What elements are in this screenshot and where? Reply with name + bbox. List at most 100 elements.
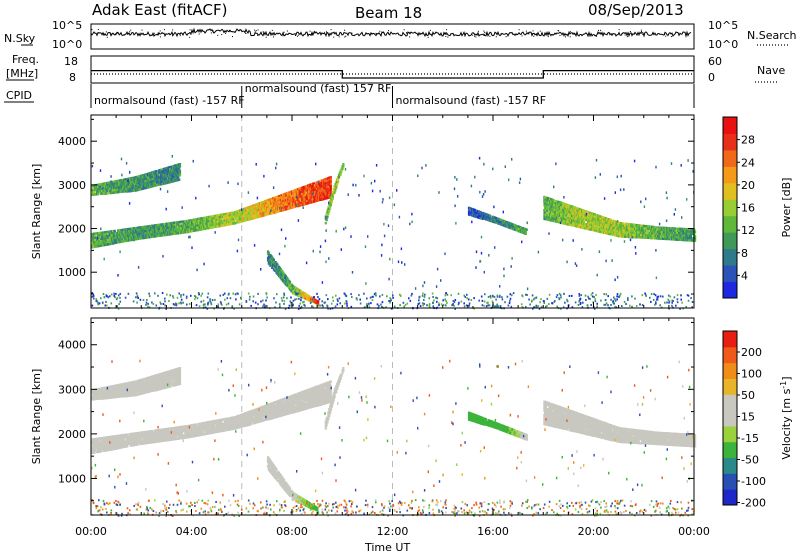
ground-scatter-cell [249, 299, 251, 301]
noise-cell [382, 198, 383, 201]
noise-cell [352, 271, 353, 274]
noise-cell [188, 236, 189, 239]
ground-scatter-cell [692, 301, 694, 303]
ground-scatter-cell [455, 299, 457, 301]
nsky-speck [445, 36, 446, 37]
nsky-speck [376, 33, 377, 34]
ground-scatter-cell [164, 304, 166, 306]
echo-cell [337, 179, 339, 181]
echo-cell [334, 189, 336, 191]
ground-scatter-cell [668, 299, 670, 301]
ground-scatter-cell [420, 305, 422, 307]
noise-cell [576, 264, 577, 267]
nsky-speck [472, 35, 473, 36]
ground-scatter-cell [178, 302, 180, 304]
ground-scatter-cell [143, 299, 145, 301]
echo-cell [179, 174, 181, 176]
nsky-speck [619, 29, 620, 30]
nsky-speck [110, 33, 111, 34]
ground-scatter-cell [639, 303, 641, 305]
ground-scatter-cell [186, 304, 188, 306]
ground-scatter-cell [248, 293, 250, 295]
ground-scatter-cell [284, 300, 286, 302]
nsearch-tick-bottom: 10^0 [708, 38, 738, 51]
ground-scatter-cell [481, 296, 483, 298]
ground-scatter-cell [677, 294, 679, 296]
ground-scatter-cell [616, 298, 618, 300]
ground-scatter-cell [399, 294, 401, 296]
ground-scatter-cell [135, 296, 137, 298]
ground-scatter-cell [194, 295, 196, 297]
ground-scatter-cell [166, 294, 168, 296]
ground-scatter-cell [186, 296, 188, 298]
ground-scatter-cell [300, 299, 302, 301]
echo-cell [273, 259, 275, 261]
noise-cell [241, 208, 242, 211]
noise-cell [519, 181, 520, 184]
ground-scatter-cell [136, 302, 138, 304]
ground-scatter-cell [289, 305, 291, 307]
ground-scatter-cell [591, 294, 593, 296]
nsky-speck [298, 35, 299, 36]
echo-cell [330, 185, 332, 187]
nsky-speck [129, 31, 130, 32]
ground-scatter-cell [326, 294, 328, 296]
noise-cell [597, 274, 598, 277]
ground-scatter-cell [664, 302, 666, 304]
ground-scatter-cell [97, 303, 99, 305]
nsky-speck [383, 32, 384, 33]
ground-scatter-cell [281, 297, 283, 299]
ground-scatter-cell [487, 302, 489, 304]
nsky-speck [295, 35, 296, 36]
ground-scatter-cell [465, 296, 467, 298]
ground-scatter-cell [575, 301, 577, 303]
nsky-speck [653, 33, 654, 34]
nsky-speck [189, 32, 190, 33]
ground-scatter-cell [498, 305, 500, 307]
noise-cell [503, 211, 504, 214]
ground-scatter-cell [556, 306, 558, 308]
ground-scatter-cell [228, 303, 230, 305]
ground-scatter-cell [230, 297, 232, 299]
ground-scatter-cell [619, 295, 621, 297]
ground-scatter-cell [510, 293, 512, 295]
noise-cell [438, 191, 439, 194]
noise-cell [374, 180, 375, 183]
noise-cell [600, 173, 601, 176]
ground-scatter-cell [433, 299, 435, 301]
ground-scatter-cell [502, 298, 504, 300]
ground-scatter-cell [464, 305, 466, 307]
ground-scatter-cell [418, 299, 420, 301]
noise-cell [138, 266, 139, 269]
ground-scatter-cell [151, 302, 153, 304]
ground-scatter-cell [651, 293, 653, 295]
nsky-speck [98, 29, 99, 30]
ground-scatter-cell [95, 298, 97, 300]
nsky-speck [483, 35, 484, 36]
ground-scatter-cell [339, 297, 341, 299]
echo-cell [175, 226, 177, 228]
noise-cell [325, 261, 326, 264]
echo-cell [330, 189, 332, 191]
nsky-speck [107, 37, 108, 38]
ground-scatter-cell [339, 302, 341, 304]
nsky-speck [596, 36, 597, 37]
ground-scatter-cell [103, 293, 105, 295]
ground-scatter-cell [294, 299, 296, 301]
nsky-speck [258, 29, 259, 30]
noise-cell [527, 222, 528, 225]
noise-cell [454, 205, 455, 208]
nsky-speck [256, 30, 257, 31]
ground-scatter-cell [199, 305, 201, 307]
ground-scatter-cell [345, 300, 347, 302]
ground-scatter-cell [642, 294, 644, 296]
nsearch-tick-top: 10^5 [708, 19, 738, 32]
echo-cell [325, 222, 327, 224]
ground-scatter-cell [571, 295, 573, 297]
ground-scatter-cell [311, 305, 313, 307]
nsky-speck [526, 31, 527, 32]
nsky-speck [190, 29, 191, 30]
nsky-speck [447, 37, 448, 38]
noise-cell [172, 155, 173, 158]
echo-cell [668, 238, 670, 240]
